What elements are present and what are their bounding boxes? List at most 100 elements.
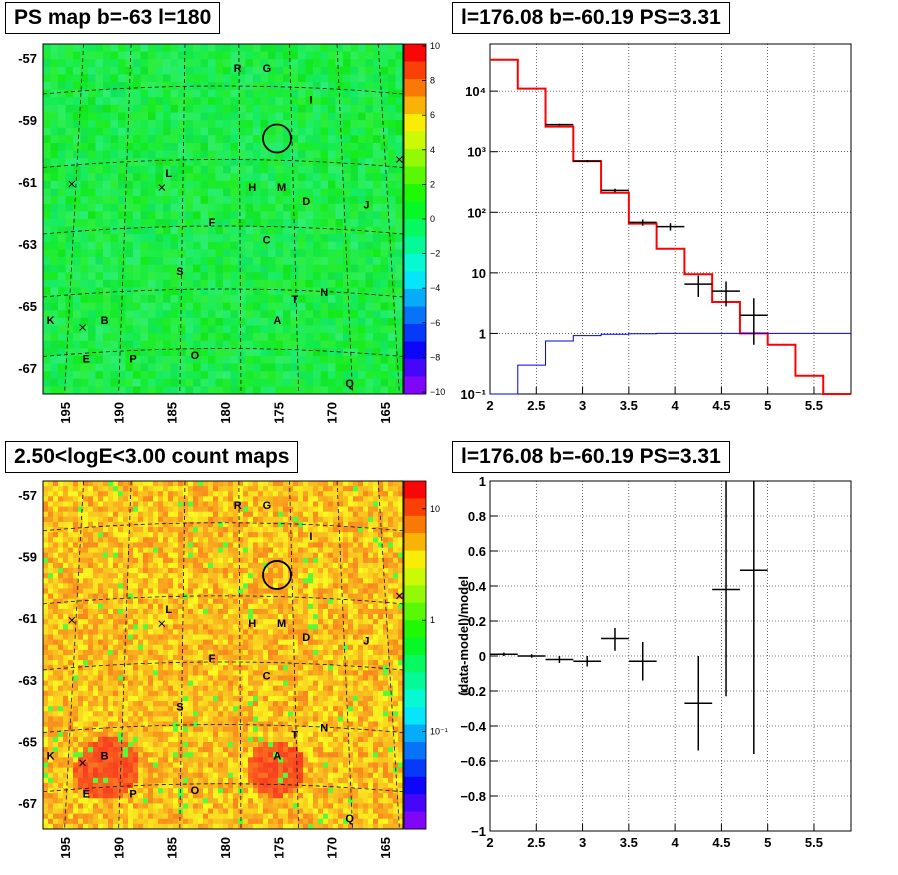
count_map-cell	[383, 603, 389, 610]
ps_map-cell	[178, 66, 186, 75]
count_map-cell	[153, 501, 159, 507]
count_map-cell	[113, 629, 119, 635]
ps_map-colorbar-band	[404, 149, 426, 167]
ps_map-cell	[58, 188, 66, 197]
ps_map-cell	[290, 173, 299, 182]
count_map-cell	[163, 644, 169, 651]
ps_map-cell	[320, 325, 329, 334]
ps_map-cell	[328, 287, 336, 296]
ps_map-cell	[208, 74, 216, 83]
count_map-cell	[103, 639, 109, 646]
count_map-cell	[123, 660, 129, 666]
count_map-cell	[133, 593, 139, 600]
ps_map-cell	[163, 249, 171, 258]
count_map-cell	[63, 562, 69, 569]
ps_map-cell	[245, 97, 254, 106]
count_map-cell	[143, 532, 149, 538]
count_map-cell	[73, 603, 79, 610]
count_map-cell	[253, 552, 259, 559]
ps_map-cell	[103, 264, 111, 273]
ps_map-cell	[170, 165, 179, 174]
count_map-cell	[53, 511, 59, 518]
count_map-cell	[63, 491, 69, 497]
count_map-cell	[273, 491, 279, 497]
count_map-cell	[208, 573, 214, 579]
ps_map-cell	[148, 142, 156, 151]
ps_map-cell	[58, 165, 66, 174]
ps_map-cell	[43, 363, 51, 372]
ps_map-cell	[88, 188, 96, 197]
count_map-cell	[318, 593, 324, 600]
ps_map-cell	[125, 188, 134, 197]
count_map-cell	[128, 634, 134, 641]
ps_map-cell	[275, 150, 284, 159]
ps_map-cell	[373, 180, 381, 189]
count_map-cell	[383, 511, 389, 518]
count_map-cell	[378, 624, 384, 630]
ps_map-cell	[275, 257, 284, 266]
ps_map-cell	[283, 196, 291, 205]
ps_map-cell	[43, 158, 51, 167]
ps_map-cell	[350, 173, 359, 182]
ps_map-cell	[365, 234, 374, 243]
ps_map-cell	[88, 59, 96, 68]
count_map-cell	[373, 619, 379, 625]
ps_map-cell	[380, 51, 389, 60]
ps_map-cell	[193, 104, 201, 113]
ps_map-cell	[58, 219, 66, 228]
ps_map-cell	[335, 127, 344, 136]
ps_map-cell	[305, 363, 314, 372]
ps_map-cell	[50, 371, 59, 380]
ps_map-cell	[125, 112, 134, 121]
count_map-cell	[173, 496, 179, 502]
count_map-cell	[258, 501, 264, 507]
count_map-cell	[308, 588, 314, 594]
ps_map-cell	[43, 97, 51, 106]
count_map-cell	[393, 573, 399, 579]
count_map-cell	[303, 583, 309, 589]
ps_map-cell	[125, 120, 134, 129]
count_map-cell	[268, 634, 274, 641]
count_map-cell	[138, 557, 144, 564]
ps_map-cell	[320, 74, 329, 83]
count_map-cell	[238, 588, 244, 594]
ps_map-cell	[313, 82, 321, 91]
count_map-cell	[353, 665, 359, 671]
count_map-cell	[203, 552, 209, 559]
count_map-cell	[258, 542, 264, 548]
count_map-cell	[123, 557, 129, 564]
count_map-cell	[393, 649, 399, 656]
count_map-cell	[123, 588, 129, 594]
ps_map-cell	[320, 363, 329, 372]
count_map-cell	[273, 486, 279, 492]
ps_map-cell	[335, 150, 344, 159]
ps_map-cell	[380, 97, 389, 106]
count_map-cell	[98, 511, 104, 518]
ps_map-cell	[283, 287, 291, 296]
count_map-cell	[238, 547, 244, 554]
ps_map-cell	[103, 180, 111, 189]
count_map-cell	[203, 491, 209, 497]
ps_map-colorbar-band	[404, 96, 426, 115]
ps_map-cell	[313, 219, 321, 228]
ps_map-cell	[328, 234, 336, 243]
ps_map-cell	[155, 234, 164, 243]
count_map-cell	[128, 491, 134, 497]
count_map-cell	[198, 608, 204, 615]
count_map-cell	[113, 578, 119, 584]
ps_map-cell	[223, 386, 231, 395]
ps_map-cell	[283, 211, 291, 220]
ps_map-cell	[133, 257, 141, 266]
count_map-cell	[353, 573, 359, 579]
ps_map-cell	[140, 142, 149, 151]
count_map-cell	[233, 624, 239, 630]
count_map-cell	[118, 608, 124, 615]
ps_map-cell	[148, 378, 156, 387]
count_map-cell	[313, 649, 319, 656]
count_map-cell	[233, 511, 239, 518]
ps_map-cell	[193, 317, 201, 326]
count_map-cell	[98, 583, 104, 589]
ps_map-cell	[275, 180, 284, 189]
count_map-cell	[328, 511, 334, 518]
count_map-cell	[338, 649, 344, 656]
